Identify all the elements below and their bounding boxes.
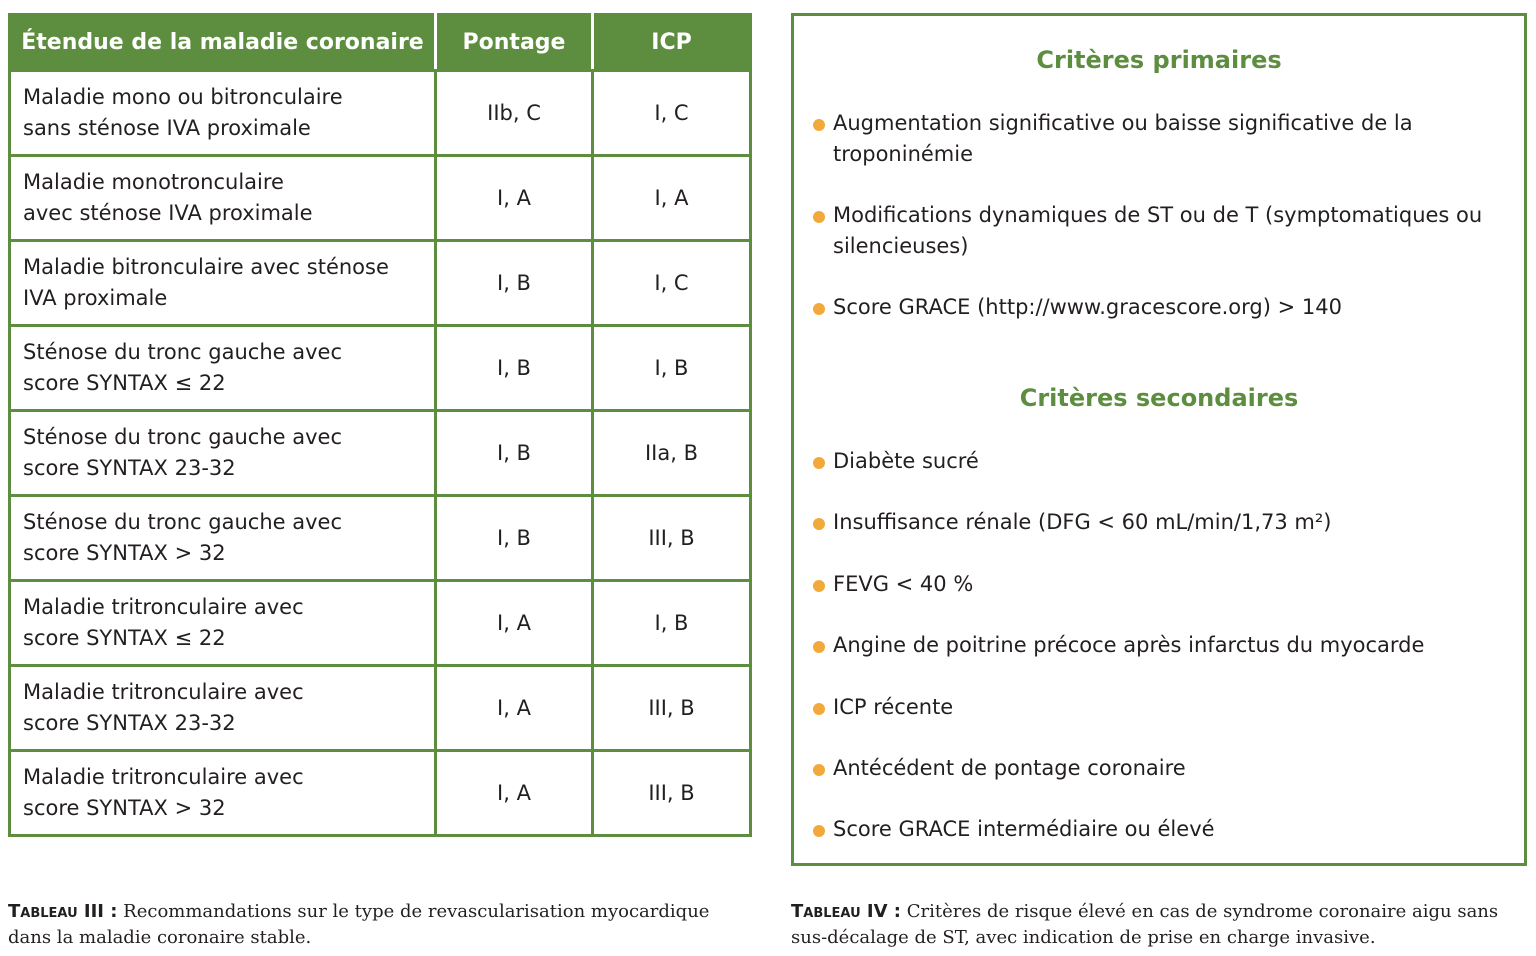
table-row: Sténose du tronc gauche avec score SYNTA… [8, 409, 752, 497]
pontage-value: I, B [434, 324, 594, 412]
caption-label: Tableau III : [8, 901, 118, 922]
table-row: Sténose du tronc gauche avec score SYNTA… [8, 324, 752, 412]
list-item-text: Score GRACE (http://www.gracescore.org) … [833, 295, 1342, 319]
row-label-text: Sténose du tronc gauche avec score SYNTA… [23, 340, 342, 395]
row-label-text: Maladie tritronculaire avec score SYNTAX… [23, 595, 304, 650]
row-label-text: Maladie tritronculaire avec score SYNTAX… [23, 765, 304, 820]
caption-text-2: dans la maladie coronaire stable. [8, 927, 312, 948]
row-label-text: Maladie bitronculaire avec sténose IVA p… [23, 255, 389, 310]
pontage-value: I, B [434, 494, 594, 582]
list-item: Score GRACE intermédiaire ou élevé [813, 814, 1503, 845]
table-row: Maladie tritronculaire avec score SYNTAX… [8, 579, 752, 667]
row-label-text: Maladie tritronculaire avec score SYNTAX… [23, 680, 304, 735]
list-item: Diabète sucré [813, 446, 1503, 477]
bullet-icon [813, 518, 825, 530]
list-item: Augmentation significative ou baisse sig… [813, 108, 1503, 170]
pontage-value: IIb, C [434, 69, 594, 157]
table3-caption: Tableau III : Recommandations sur le typ… [8, 899, 758, 951]
caption-label: Tableau IV : [791, 901, 901, 922]
pontage-value: I, A [434, 154, 594, 242]
list-item-text: Score GRACE intermédiaire ou élevé [833, 817, 1215, 841]
row-label-text: Sténose du tronc gauche avec score SYNTA… [23, 510, 342, 565]
row-label: Sténose du tronc gauche avec score SYNTA… [8, 324, 437, 412]
table-row: Maladie tritronculaire avec score SYNTAX… [8, 664, 752, 752]
list-item-text: FEVG < 40 % [833, 572, 974, 596]
list-item-text: ICP récente [833, 695, 954, 719]
header-pontage: Pontage [434, 13, 594, 72]
header-icp: ICP [591, 13, 752, 72]
icp-value: III, B [591, 664, 752, 752]
header-extent: Étendue de la maladie coronaire [8, 13, 437, 72]
caption-text: Recommandations sur le type de revascula… [117, 901, 710, 922]
row-label: Maladie bitronculaire avec sténose IVA p… [8, 239, 437, 327]
list-item: Antécédent de pontage coronaire [813, 753, 1503, 784]
icp-value: I, A [591, 154, 752, 242]
icp-value: I, C [591, 239, 752, 327]
list-item-text: Insuffisance rénale (DFG < 60 mL/min/1,7… [833, 510, 1332, 534]
bullet-icon [813, 457, 825, 469]
bullet-icon [813, 641, 825, 653]
table-row: Maladie tritronculaire avec score SYNTAX… [8, 749, 752, 837]
list-item-text: Augmentation significative ou baisse sig… [833, 111, 1413, 166]
list-item: Insuffisance rénale (DFG < 60 mL/min/1,7… [813, 507, 1503, 538]
icp-value: III, B [591, 494, 752, 582]
bullet-icon [813, 119, 825, 131]
icp-value: IIa, B [591, 409, 752, 497]
icp-value: III, B [591, 749, 752, 837]
row-label-text: Maladie mono ou bitronculaire sans sténo… [23, 85, 343, 140]
row-label: Maladie tritronculaire avec score SYNTAX… [8, 579, 437, 667]
list-item-text: Antécédent de pontage coronaire [833, 756, 1186, 780]
row-label-text: Maladie monotronculaire avec sténose IVA… [23, 170, 313, 225]
table-row: Sténose du tronc gauche avec score SYNTA… [8, 494, 752, 582]
list-item: FEVG < 40 % [813, 569, 1503, 600]
risk-criteria-box: Critères primaires Augmentation signific… [791, 13, 1527, 866]
table-row: Maladie monotronculaire avec sténose IVA… [8, 154, 752, 242]
secondary-criteria-title: Critères secondaires [1019, 384, 1299, 412]
table-row: Maladie mono ou bitronculaire sans sténo… [8, 69, 752, 157]
table-row: Maladie bitronculaire avec sténose IVA p… [8, 239, 752, 327]
list-item: Angine de poitrine précoce après infarct… [813, 630, 1503, 661]
row-label: Sténose du tronc gauche avec score SYNTA… [8, 409, 437, 497]
pontage-value: I, A [434, 579, 594, 667]
primary-criteria-title: Critères primaires [1036, 46, 1282, 74]
table4-caption: Tableau IV : Critères de risque élevé en… [791, 899, 1531, 951]
pontage-value: I, A [434, 664, 594, 752]
list-item: ICP récente [813, 692, 1503, 723]
bullet-icon [813, 764, 825, 776]
table-header-row: Étendue de la maladie coronaire Pontage … [8, 13, 752, 72]
row-label: Maladie monotronculaire avec sténose IVA… [8, 154, 437, 242]
list-item-text: Diabète sucré [833, 449, 979, 473]
list-item-text: Modifications dynamiques de ST ou de T (… [833, 203, 1483, 258]
bullet-icon [813, 703, 825, 715]
icp-value: I, C [591, 69, 752, 157]
icp-value: I, B [591, 579, 752, 667]
row-label: Maladie tritronculaire avec score SYNTAX… [8, 664, 437, 752]
list-item: Score GRACE (http://www.gracescore.org) … [813, 292, 1503, 323]
list-item: Modifications dynamiques de ST ou de T (… [813, 200, 1503, 262]
icp-value: I, B [591, 324, 752, 412]
list-item-text: Angine de poitrine précoce après infarct… [833, 633, 1425, 657]
row-label-text: Sténose du tronc gauche avec score SYNTA… [23, 425, 342, 480]
bullet-icon [813, 580, 825, 592]
pontage-value: I, A [434, 749, 594, 837]
row-label: Maladie mono ou bitronculaire sans sténo… [8, 69, 437, 157]
pontage-value: I, B [434, 409, 594, 497]
recommendations-table: Étendue de la maladie coronaire Pontage … [8, 13, 752, 837]
bullet-icon [813, 211, 825, 223]
caption-text: Critères de risque élevé en cas de syndr… [901, 901, 1499, 922]
caption-text-2: sus-décalage de ST, avec indication de p… [791, 927, 1376, 948]
bullet-icon [813, 303, 825, 315]
row-label: Sténose du tronc gauche avec score SYNTA… [8, 494, 437, 582]
pontage-value: I, B [434, 239, 594, 327]
bullet-icon [813, 825, 825, 837]
row-label: Maladie tritronculaire avec score SYNTAX… [8, 749, 437, 837]
